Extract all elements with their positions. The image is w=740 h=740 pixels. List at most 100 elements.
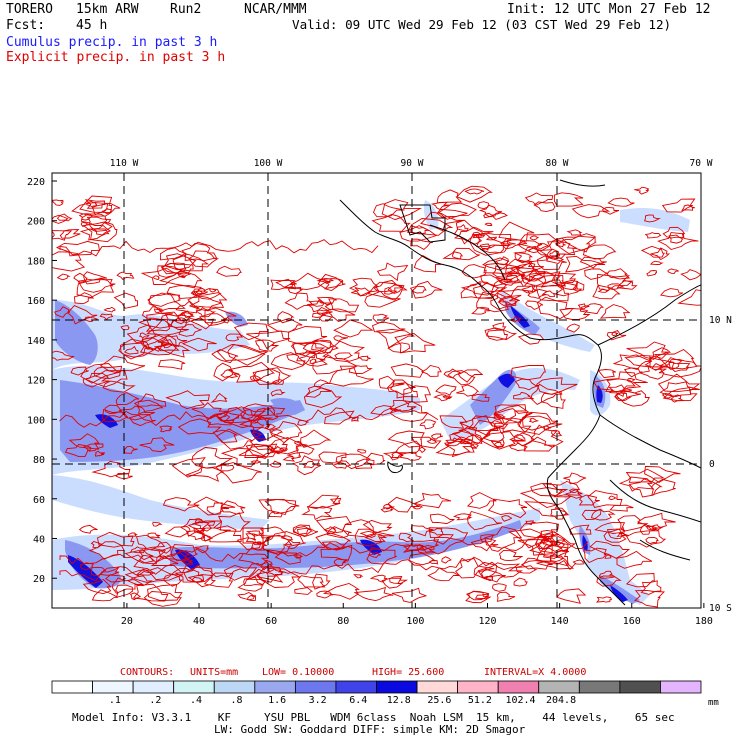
precip-contour — [152, 275, 160, 281]
precip-contour — [661, 198, 696, 213]
lat-label-0: 0 — [709, 459, 715, 470]
x-tick-label: 180 — [695, 616, 713, 627]
precip-contour — [193, 288, 222, 300]
precip-contour-band — [59, 535, 589, 565]
precip-contour — [295, 443, 315, 455]
precip-contour — [444, 440, 478, 458]
precip-contour — [130, 546, 147, 554]
precip-contour — [59, 229, 81, 239]
colorbar-swatch — [619, 680, 661, 694]
precip-contour — [153, 343, 191, 358]
precip-contour — [129, 592, 141, 601]
precip-contour — [681, 204, 696, 211]
precip-contour — [88, 541, 125, 560]
precip-contour-band — [59, 407, 439, 428]
precip-contour — [211, 348, 239, 364]
contours-units: UNITS=mm — [190, 667, 239, 678]
precip-contour — [223, 565, 258, 581]
precip-contour — [536, 296, 574, 320]
precip-contour — [246, 330, 291, 350]
precip-contour — [226, 361, 275, 383]
precip-contour — [306, 494, 341, 509]
precip-contour — [565, 488, 583, 499]
precip-contour — [133, 393, 167, 407]
model-info: Model Info: V3.3.1 KF YSU PBL WDM 6class… — [72, 711, 675, 724]
precip-contour — [312, 354, 358, 375]
precip-contour — [103, 306, 116, 313]
precip-contour — [535, 280, 569, 302]
precip-contour — [138, 548, 167, 565]
colorbar-label: 204.8 — [546, 695, 576, 706]
precip-contour — [612, 354, 652, 371]
precip-contour — [644, 356, 675, 368]
axis-tick-labels: 2040608010012014016018020022024026028030… — [27, 177, 713, 627]
precip-contour — [644, 232, 662, 239]
precip-contour — [677, 289, 701, 306]
precip-contour — [616, 532, 627, 537]
precip-contour — [194, 518, 204, 524]
precip-contour — [333, 558, 349, 566]
precip-contour — [132, 583, 169, 602]
precip-contour — [251, 431, 263, 437]
precip-contour — [270, 352, 306, 370]
precip-contour — [102, 409, 129, 423]
precip-contour — [590, 508, 616, 521]
precip-contour — [381, 577, 404, 589]
precip-contour — [388, 400, 417, 412]
y-tick-label: 40 — [33, 534, 45, 545]
precip-contour — [139, 437, 175, 453]
physics-info: LW: Godd SW: Goddard DIFF: simple KM: 2D… — [214, 723, 526, 736]
precip-contour — [324, 410, 355, 425]
precip-contour — [274, 552, 301, 565]
precip-contour — [571, 204, 611, 219]
lon-label-80w: 80 W — [546, 158, 569, 169]
precip-contour — [611, 331, 619, 337]
precip-contour — [566, 229, 583, 236]
precip-contour — [618, 476, 655, 492]
precip-contour — [183, 566, 213, 583]
precip-contour — [203, 572, 234, 588]
precip-contour — [258, 407, 286, 421]
precip-contour — [79, 195, 113, 214]
precip-contour — [354, 458, 375, 469]
precip-contour — [371, 321, 406, 334]
y-tick-label: 220 — [27, 177, 45, 188]
precip-contour — [351, 416, 360, 422]
precip-contour — [513, 246, 548, 263]
precip-contour — [387, 430, 425, 448]
precip-contour — [146, 318, 189, 336]
colorbar-swatch — [538, 680, 580, 694]
precip-contour — [645, 537, 659, 545]
precip-contour — [209, 288, 217, 293]
precip-contour — [625, 468, 666, 483]
precip-contour — [99, 566, 120, 576]
colorbar-swatch — [376, 680, 418, 694]
precip-contour — [91, 589, 119, 602]
colorbar-label: .8 — [231, 695, 243, 706]
precip-contour — [436, 189, 463, 204]
precip-contour — [478, 204, 503, 217]
precip-contour — [435, 384, 457, 396]
precip-contour — [523, 436, 556, 452]
precip-contour — [193, 496, 236, 516]
precip-contour — [578, 494, 600, 506]
precip-contour — [213, 362, 234, 382]
precip-contour — [551, 429, 563, 437]
precip-contour — [52, 230, 73, 241]
precip-contour — [311, 339, 339, 354]
precip-contour — [398, 532, 415, 543]
precip-contour — [457, 369, 484, 383]
precip-contour — [227, 343, 266, 366]
precip-contour — [492, 265, 520, 278]
colorbar-swatch — [51, 680, 93, 694]
precip-contour — [398, 451, 422, 461]
precip-contour — [382, 451, 403, 461]
precip-contour — [607, 197, 635, 207]
precip-contour — [533, 201, 556, 213]
precip-contour — [372, 203, 405, 218]
precip-contour — [251, 542, 268, 551]
precip-contour — [215, 406, 273, 429]
precip-contour — [91, 460, 131, 478]
precip-contour — [171, 544, 198, 562]
precip-contour — [286, 452, 302, 459]
